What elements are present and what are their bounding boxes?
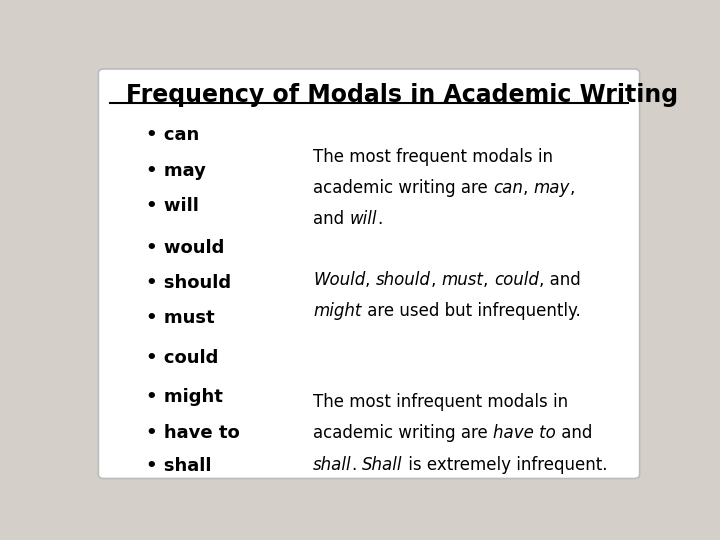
Text: ,: , — [483, 271, 494, 288]
Text: ,: , — [431, 271, 441, 288]
Text: • could: • could — [145, 349, 218, 367]
Text: shall: shall — [313, 456, 352, 474]
Text: ,: , — [523, 179, 534, 197]
Text: Shall: Shall — [362, 456, 402, 474]
Text: academic writing are: academic writing are — [313, 424, 493, 442]
Text: academic writing are: academic writing are — [313, 179, 493, 197]
Text: The most infrequent modals in: The most infrequent modals in — [313, 393, 568, 411]
Text: ,: , — [570, 179, 575, 197]
Text: • have to: • have to — [145, 424, 240, 442]
Text: and: and — [313, 210, 350, 228]
Text: The most frequent modals in: The most frequent modals in — [313, 148, 553, 166]
Text: is extremely infrequent.: is extremely infrequent. — [402, 456, 608, 474]
Text: • may: • may — [145, 162, 206, 180]
Text: • would: • would — [145, 239, 224, 256]
Text: • will: • will — [145, 197, 199, 215]
Text: ,: , — [366, 271, 376, 288]
Text: are used but infrequently.: are used but infrequently. — [361, 302, 580, 320]
Text: might: might — [313, 302, 361, 320]
Text: .: . — [352, 456, 362, 474]
Text: may: may — [534, 179, 570, 197]
Text: must: must — [441, 271, 483, 288]
Text: will: will — [350, 210, 377, 228]
Text: can: can — [493, 179, 523, 197]
Text: , and: , and — [539, 271, 581, 288]
Text: • must: • must — [145, 309, 215, 327]
FancyBboxPatch shape — [99, 69, 639, 478]
Text: Frequency of Modals in Academic Writing: Frequency of Modals in Academic Writing — [126, 83, 678, 107]
Text: have to: have to — [493, 424, 556, 442]
Text: could: could — [494, 271, 539, 288]
Text: • should: • should — [145, 274, 231, 292]
Text: • can: • can — [145, 126, 199, 145]
Text: .: . — [377, 210, 382, 228]
Text: and: and — [556, 424, 593, 442]
Text: should: should — [376, 271, 431, 288]
Text: • shall: • shall — [145, 457, 211, 475]
Text: Would: Would — [313, 271, 366, 288]
Text: • might: • might — [145, 388, 222, 407]
